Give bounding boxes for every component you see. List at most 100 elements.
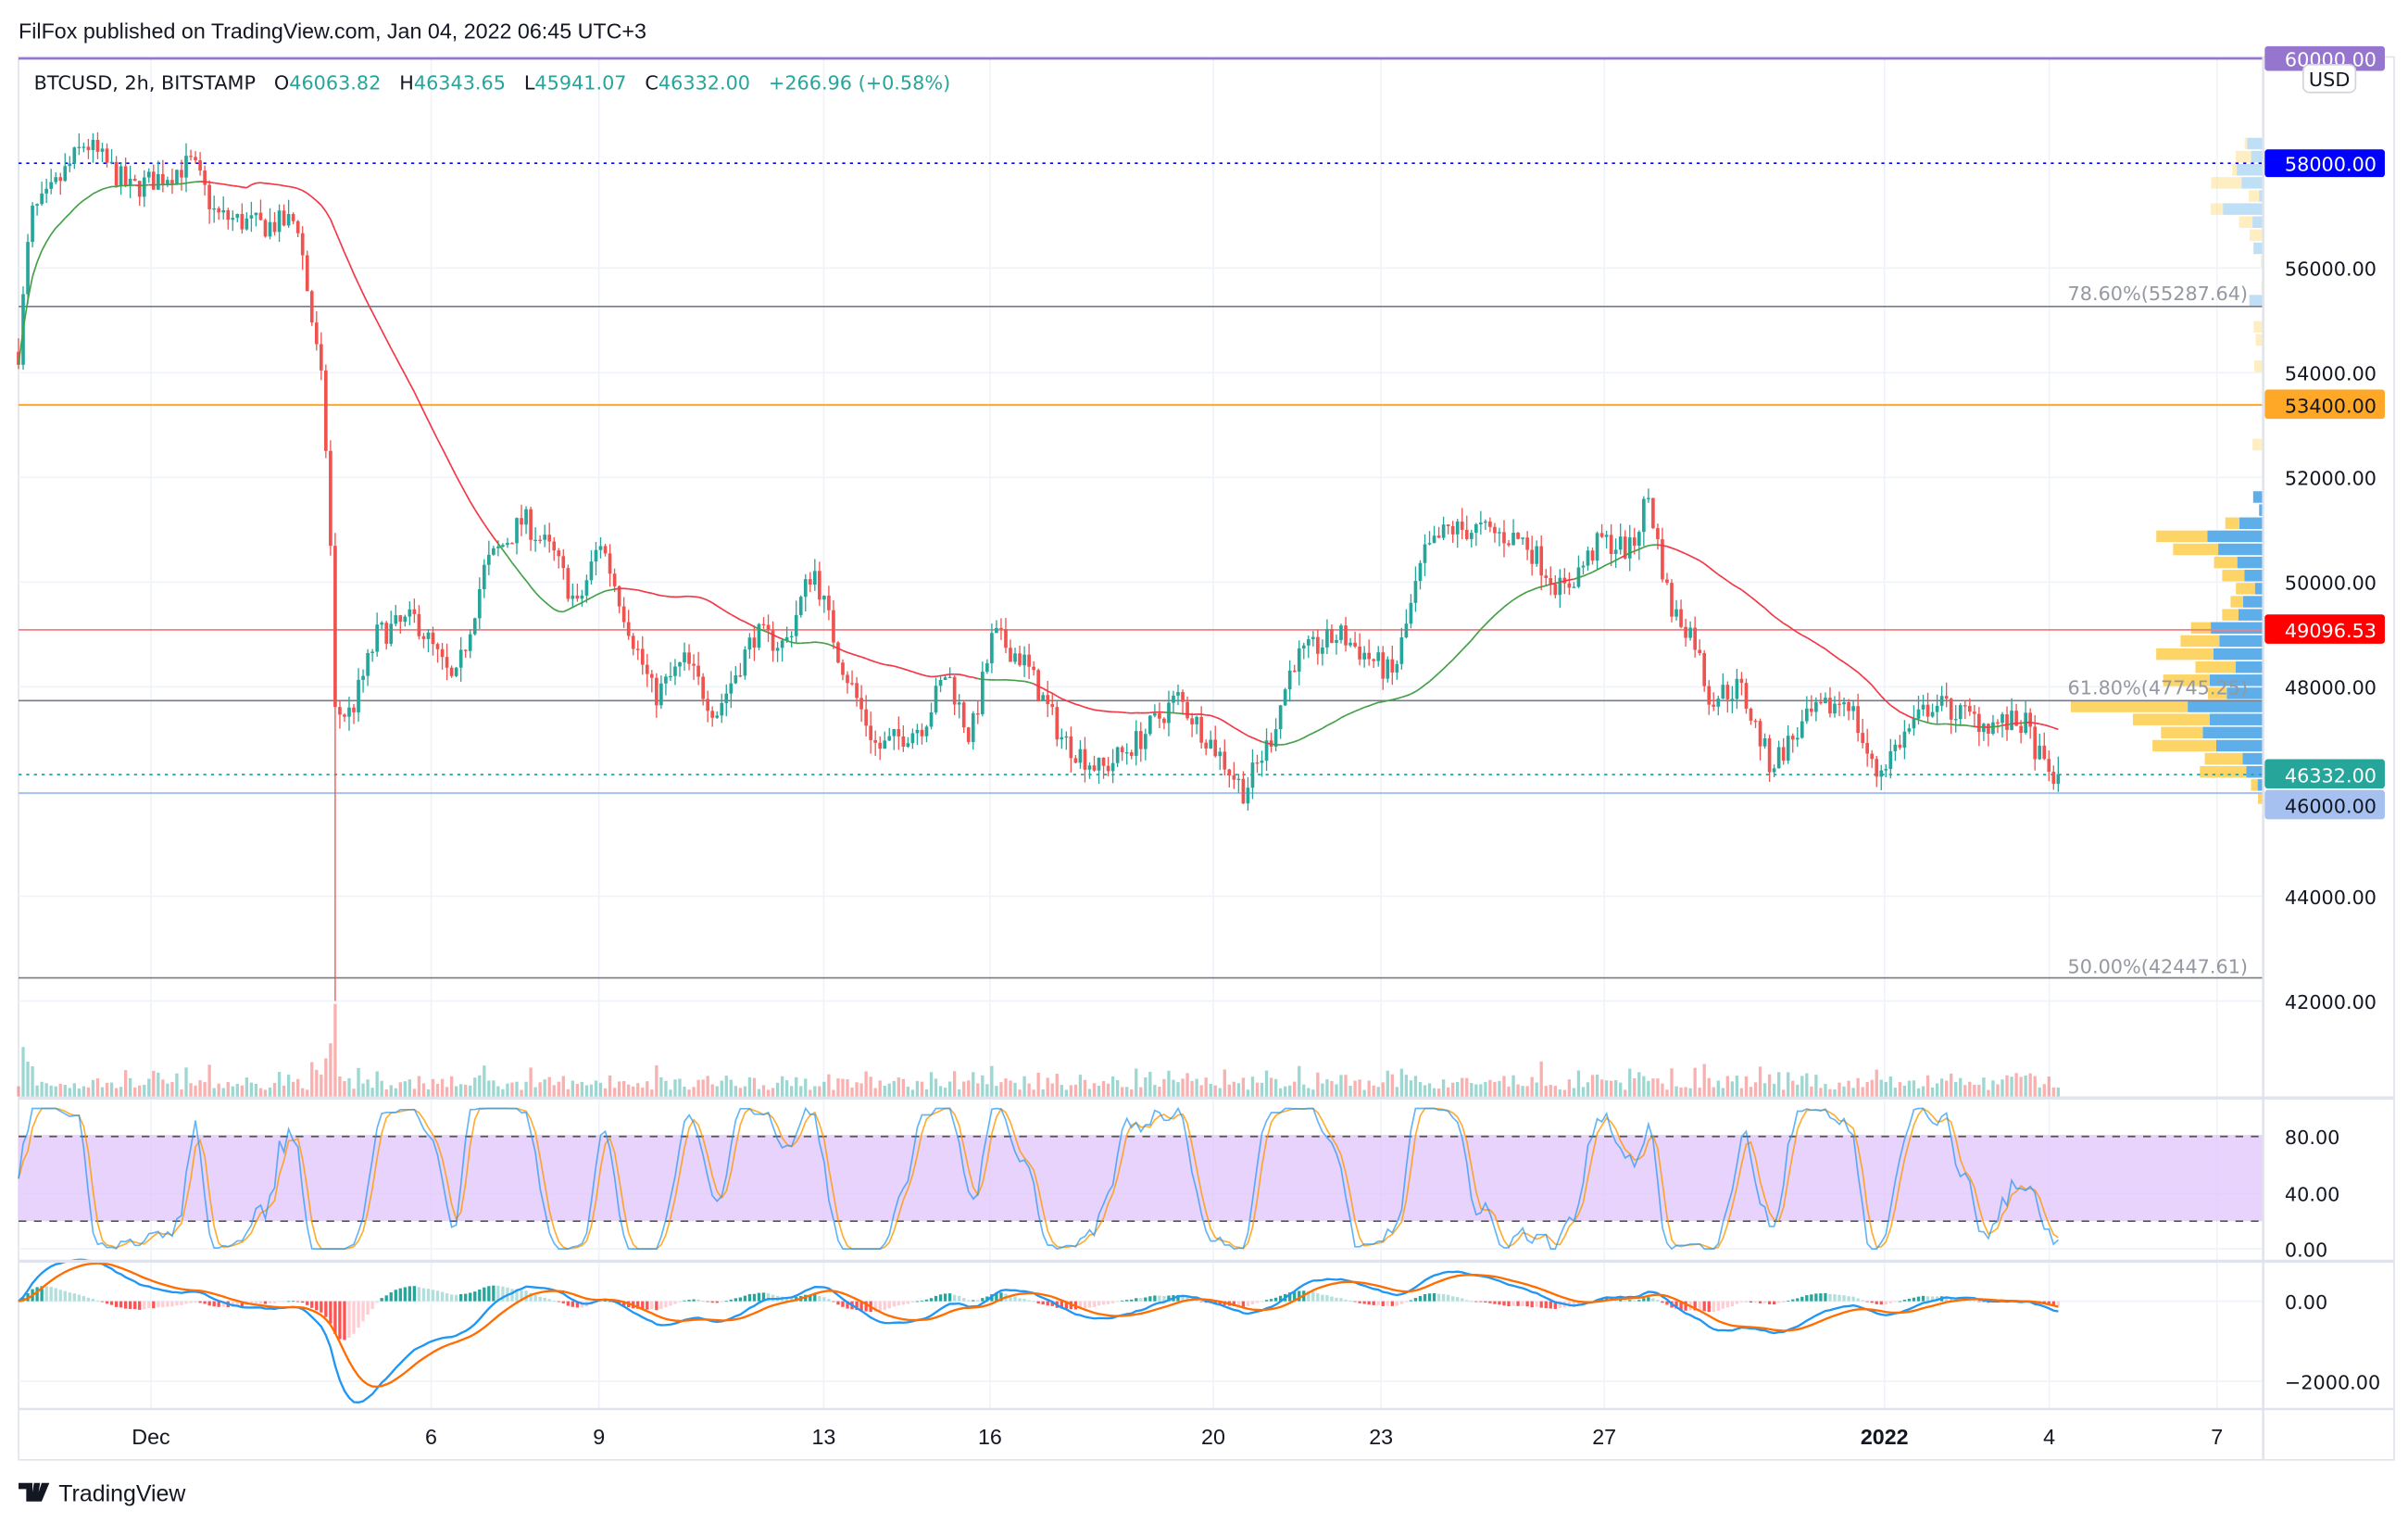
candle-body bbox=[598, 546, 603, 550]
volume-bar bbox=[1284, 1086, 1287, 1097]
candle-body bbox=[1446, 524, 1450, 526]
currency-badge[interactable] bbox=[2302, 63, 2357, 94]
volume-bar bbox=[1115, 1079, 1120, 1097]
ma-segment bbox=[1378, 700, 1384, 704]
candle-body bbox=[1441, 524, 1446, 538]
candle-body bbox=[1469, 533, 1474, 539]
volume-bar bbox=[231, 1086, 234, 1097]
volume-bar bbox=[822, 1081, 826, 1097]
volume-bar bbox=[2028, 1073, 2032, 1097]
candle-body bbox=[757, 623, 761, 648]
volume-bar bbox=[469, 1085, 472, 1097]
ma-segment bbox=[828, 643, 834, 648]
ma-segment bbox=[45, 233, 52, 243]
macd-histogram-bar bbox=[1264, 1300, 1269, 1302]
ma-segment bbox=[1345, 712, 1351, 717]
macd-histogram-bar bbox=[915, 1301, 920, 1303]
volume-bar bbox=[263, 1089, 268, 1097]
volume-bar bbox=[1721, 1088, 1724, 1097]
macd-histogram-bar bbox=[1837, 1294, 1841, 1302]
price-tick: 56000.00 bbox=[2285, 258, 2377, 281]
macd-histogram-bar bbox=[934, 1295, 938, 1302]
candle-body bbox=[1721, 685, 1725, 699]
volume-profile bbox=[2070, 137, 2264, 804]
macd-histogram-bar bbox=[873, 1301, 877, 1312]
ma-segment bbox=[311, 195, 318, 202]
ma-segment bbox=[1536, 585, 1542, 589]
ma-segment bbox=[367, 302, 373, 313]
ma-segment bbox=[562, 609, 569, 613]
volume-bar bbox=[1330, 1080, 1334, 1097]
ma-segment bbox=[940, 673, 946, 677]
candle-body bbox=[1851, 706, 1855, 711]
volume-bar bbox=[1893, 1088, 1898, 1097]
volume-bar bbox=[1232, 1081, 1236, 1097]
candle-body bbox=[673, 666, 677, 676]
stoch-axis[interactable]: 80.00 40.00 0.00 bbox=[2285, 1127, 2339, 1261]
ma-segment bbox=[1471, 634, 1477, 641]
candle-body bbox=[166, 180, 169, 184]
candle-body bbox=[1786, 736, 1790, 762]
candle-body bbox=[766, 624, 771, 631]
candle-body bbox=[1599, 533, 1604, 537]
macd-histogram-bar bbox=[1916, 1296, 1921, 1302]
ma-segment bbox=[1434, 672, 1440, 678]
macd-histogram-bar bbox=[170, 1301, 174, 1307]
macd-histogram-bar bbox=[1413, 1298, 1418, 1302]
volume-bar bbox=[1637, 1072, 1641, 1097]
candle-body bbox=[612, 573, 617, 586]
volume-profile-up bbox=[2215, 739, 2264, 752]
volume-bar bbox=[1562, 1089, 1567, 1097]
macd-axis[interactable]: 0.00 −2000.00 bbox=[2285, 1291, 2380, 1393]
candle-body bbox=[1027, 654, 1031, 667]
volume-bar bbox=[384, 1089, 388, 1097]
macd-histogram-bar bbox=[1148, 1296, 1152, 1302]
volume-profile-down bbox=[2156, 530, 2208, 543]
macd-histogram-bar bbox=[533, 1294, 537, 1302]
macd-histogram-bar bbox=[1441, 1293, 1446, 1302]
ma-segment bbox=[596, 592, 601, 597]
candle-body bbox=[58, 177, 63, 182]
volume-bar bbox=[1302, 1084, 1306, 1097]
ma-segment bbox=[759, 628, 764, 632]
macd-histogram-bar bbox=[920, 1300, 924, 1302]
ma-segment bbox=[1638, 546, 1645, 550]
candle-body bbox=[343, 714, 346, 717]
ma-segment bbox=[1485, 619, 1491, 625]
macd-histogram-bar bbox=[1101, 1301, 1106, 1305]
macd-histogram-bar bbox=[841, 1301, 845, 1307]
ma-segment bbox=[963, 674, 969, 678]
candle-body bbox=[384, 623, 389, 644]
macd-histogram-bar bbox=[2051, 1301, 2055, 1306]
time-axis[interactable]: Dec 6 9 13 16 20 23 27 2022 4 7 bbox=[132, 1425, 2223, 1449]
volume-bar bbox=[859, 1083, 863, 1097]
volume-bar bbox=[981, 1075, 985, 1097]
ma-segment bbox=[2049, 725, 2054, 729]
ma-segment bbox=[609, 588, 615, 591]
volume-profile-down bbox=[2222, 570, 2245, 582]
ma-segment bbox=[707, 599, 713, 604]
volume-bar bbox=[207, 1064, 211, 1097]
volume-profile-up bbox=[2219, 635, 2264, 648]
price-axis[interactable]: 56000.00 54000.00 52000.00 50000.00 4800… bbox=[2264, 45, 2385, 1013]
ma-segment bbox=[1387, 699, 1393, 702]
macd-histogram-bar bbox=[929, 1298, 934, 1302]
tradingview-logo[interactable]: TradingView bbox=[19, 1481, 186, 1507]
ma-segment bbox=[413, 391, 420, 402]
volume-bar bbox=[44, 1083, 48, 1097]
volume-bar bbox=[1925, 1075, 1930, 1097]
volume-bar bbox=[1441, 1079, 1446, 1097]
candle-body bbox=[217, 208, 221, 213]
candle-body bbox=[1423, 544, 1427, 563]
volume-bar bbox=[361, 1083, 365, 1097]
low-label: L bbox=[524, 71, 535, 94]
macd-histogram-bar bbox=[1273, 1297, 1278, 1302]
horizontal-levels[interactable] bbox=[19, 57, 2264, 979]
candle-body bbox=[1828, 698, 1832, 714]
macd-histogram-bar bbox=[1907, 1298, 1912, 1302]
candle-body bbox=[221, 209, 226, 213]
volume-bar bbox=[143, 1084, 146, 1097]
macd-histogram-bar bbox=[119, 1301, 123, 1308]
macd-histogram-bar bbox=[35, 1287, 39, 1302]
